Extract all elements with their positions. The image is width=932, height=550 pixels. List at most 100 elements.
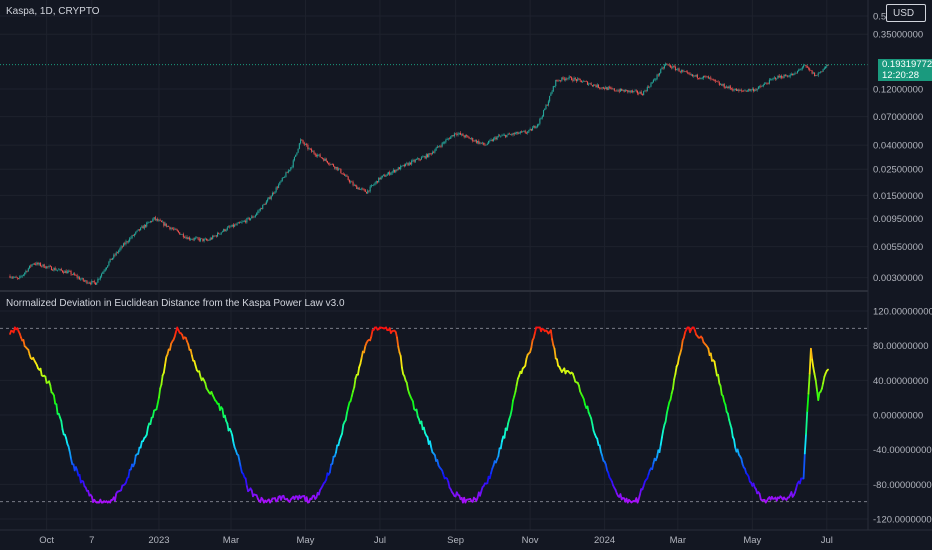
candle (208, 239, 210, 241)
candle (289, 169, 291, 172)
candle (579, 78, 581, 83)
candle (268, 197, 270, 200)
price-pane[interactable] (0, 62, 868, 286)
time-tick-label: Sep (447, 535, 464, 546)
candle (821, 71, 823, 73)
candle (441, 141, 443, 148)
candle (446, 137, 448, 141)
candle (177, 230, 180, 234)
indicator-title[interactable]: Normalized Deviation in Euclidean Distan… (6, 298, 345, 309)
symbol-title[interactable]: Kaspa, 1D, CRYPTO (6, 6, 100, 17)
candle (497, 133, 499, 138)
candle (275, 186, 277, 193)
candle (455, 133, 457, 135)
candle (210, 237, 212, 241)
candle (390, 172, 392, 176)
candle (801, 66, 803, 71)
candle (70, 269, 72, 276)
price-tick-label: 0.00300000 (873, 273, 923, 284)
candle (654, 78, 656, 81)
candle (281, 177, 283, 182)
candle (705, 75, 707, 79)
currency-button[interactable]: USD (886, 4, 926, 22)
oscillator-pane[interactable] (0, 326, 868, 504)
candle (307, 143, 309, 151)
candle (652, 78, 654, 83)
candle (398, 166, 401, 170)
candle (546, 104, 548, 106)
candle (641, 93, 643, 96)
candle (606, 86, 608, 91)
candle (434, 148, 436, 154)
price-tick-label: 0.07000000 (873, 112, 923, 123)
candle (815, 74, 817, 77)
candle (473, 139, 475, 142)
oscillator-axis[interactable]: 120.00000000 80.00000000 40.00000000 0.0000… (873, 307, 932, 526)
candle (589, 82, 591, 85)
candle (402, 164, 404, 167)
candle (17, 278, 20, 280)
candle (700, 77, 702, 80)
candle (612, 88, 614, 90)
candle (144, 224, 147, 228)
candle (709, 77, 711, 80)
candle (545, 103, 547, 110)
candle (541, 114, 543, 120)
candle (264, 202, 266, 206)
candle (431, 150, 433, 155)
candle (746, 89, 748, 92)
candle (424, 155, 426, 160)
candle (439, 145, 441, 148)
candle (635, 89, 637, 93)
candle (159, 218, 161, 221)
candle (273, 191, 275, 195)
candle (104, 267, 106, 272)
candle (458, 132, 460, 135)
candle (429, 152, 431, 156)
candle (69, 269, 71, 272)
candle (57, 269, 59, 272)
candle (442, 141, 444, 145)
candle (781, 74, 783, 80)
candle (221, 230, 223, 233)
time-tick-label: May (743, 535, 761, 546)
candle (353, 183, 355, 187)
candle (198, 237, 200, 242)
candle (456, 132, 458, 137)
candle (524, 129, 526, 134)
candle (600, 87, 602, 90)
candle (483, 142, 485, 146)
candle (61, 270, 64, 274)
candle (24, 272, 26, 277)
price-axis[interactable]: 0.500000000.350000000.120000000.07000000… (867, 0, 932, 530)
candle (195, 236, 197, 240)
candle (452, 135, 454, 137)
candle (711, 78, 713, 81)
candle (715, 79, 717, 83)
candle (507, 132, 509, 136)
candle (324, 157, 326, 161)
time-axis[interactable]: Oct 7 2023 Mar May Jul Sep Nov 2024 Mar May Jul (0, 529, 932, 546)
candle (627, 90, 629, 94)
candle (741, 90, 744, 92)
candle (611, 86, 613, 90)
candle (383, 174, 385, 177)
candle (411, 159, 413, 166)
candle (158, 218, 160, 223)
candle (582, 80, 584, 83)
candle (440, 144, 442, 149)
candle (416, 158, 418, 161)
candle (693, 74, 695, 78)
candle (149, 220, 151, 224)
candle (13, 276, 15, 279)
candle (433, 150, 435, 154)
candle (777, 75, 779, 79)
candle (186, 235, 188, 240)
candle (523, 129, 525, 132)
candle (407, 162, 409, 167)
candle (628, 90, 630, 94)
candle (712, 78, 714, 82)
candle (300, 138, 302, 145)
candle (732, 87, 734, 92)
